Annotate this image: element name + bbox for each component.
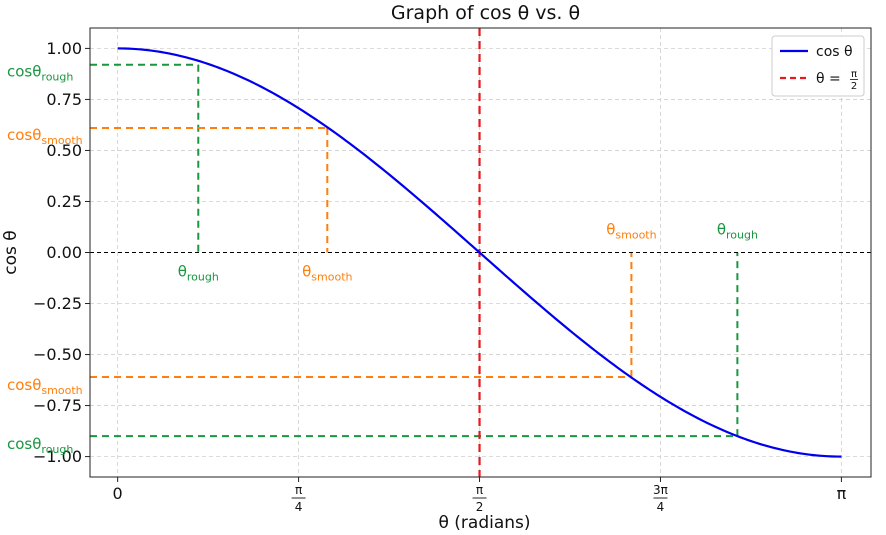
annotation-theta-label-subscript: smooth bbox=[311, 271, 352, 284]
x-axis-label: θ (radians) bbox=[438, 513, 530, 533]
annotation-cos-label-base: cosθ bbox=[7, 126, 41, 144]
legend-label-numerator: π bbox=[851, 69, 857, 80]
legend-label: θ = bbox=[816, 71, 841, 87]
annotation-lines bbox=[90, 63, 739, 438]
annotation-cos-label-subscript: rough bbox=[41, 443, 73, 456]
y-tick-label: 0.25 bbox=[46, 192, 82, 211]
y-tick-label: −0.50 bbox=[33, 345, 82, 364]
annotation-theta-label-base: θ bbox=[302, 263, 311, 281]
x-tick-label-numerator: π bbox=[295, 483, 302, 497]
y-tick-label: −0.25 bbox=[33, 294, 82, 313]
x-tick-label-denominator: 4 bbox=[657, 500, 665, 514]
annotation-cos-label: cosθrough bbox=[7, 63, 73, 84]
y-tick-label: −0.75 bbox=[33, 396, 82, 415]
x-tick-label-numerator: π bbox=[476, 483, 483, 497]
y-axis-label: cos θ bbox=[1, 230, 21, 274]
x-tick-label: π bbox=[837, 484, 847, 503]
annotation-cos-label-subscript: rough bbox=[41, 71, 73, 84]
x-tick-label: 0 bbox=[113, 484, 123, 503]
annotation-cos-label-base: cosθ bbox=[7, 435, 41, 453]
x-tick-label-denominator: 2 bbox=[476, 500, 484, 514]
annotation-theta-label-base: θ bbox=[606, 221, 615, 239]
y-tick-label: 1.00 bbox=[46, 39, 82, 58]
x-tick-label-numerator: 3π bbox=[653, 483, 668, 497]
annotation-theta-label-subscript: rough bbox=[187, 271, 219, 284]
x-tick-label: π4 bbox=[291, 483, 306, 514]
legend-label: cos θ bbox=[816, 44, 853, 60]
x-tick-label-denominator: 4 bbox=[295, 500, 303, 514]
y-tick-label: −1.00 bbox=[33, 447, 82, 466]
annotation-theta-label: θrough bbox=[717, 221, 758, 242]
annotation-labels: cosθroughθroughcosθsmoothθsmoothcosθsmoo… bbox=[7, 63, 758, 456]
y-axis-ticks: 1.00 0.75 0.50 0.25 0.00 −0.25 −0.50 −0.75 −1.00 bbox=[33, 39, 90, 466]
chart-title: Graph of cos θ vs. θ bbox=[391, 2, 580, 24]
annotation-theta-label-base: θ bbox=[717, 221, 726, 239]
annotation-theta-label: θrough bbox=[178, 263, 219, 284]
x-tick-label: π2 bbox=[472, 483, 487, 514]
annotation-theta-label-subscript: rough bbox=[726, 229, 758, 242]
annotation-cos-label-subscript: smooth bbox=[41, 384, 82, 397]
annotation-cos-label-subscript: smooth bbox=[41, 134, 82, 147]
annotation-cos-label: cosθsmooth bbox=[7, 376, 83, 397]
annotation-theta-label-base: θ bbox=[178, 263, 187, 281]
annotation-cos-label-base: cosθ bbox=[7, 63, 41, 81]
y-tick-label: 0.00 bbox=[46, 243, 82, 262]
annotation-cos-label: cosθrough bbox=[7, 435, 73, 456]
annotation-theta-label: θsmooth bbox=[302, 263, 352, 284]
y-tick-label: 0.50 bbox=[46, 141, 82, 160]
legend-label-denominator: 2 bbox=[851, 81, 857, 92]
annotation-theta-label: θsmooth bbox=[606, 221, 656, 242]
y-tick-label: 0.75 bbox=[46, 90, 82, 109]
series-line-cos bbox=[117, 47, 842, 458]
legend: cos θ θ = π2 bbox=[771, 35, 865, 97]
annotation-cos-label: cosθsmooth bbox=[7, 126, 83, 147]
x-tick-label: 3π4 bbox=[653, 483, 668, 514]
series-layer bbox=[90, 28, 871, 477]
annotation-cos-label-base: cosθ bbox=[7, 376, 41, 394]
annotation-theta-label-subscript: smooth bbox=[615, 229, 656, 242]
